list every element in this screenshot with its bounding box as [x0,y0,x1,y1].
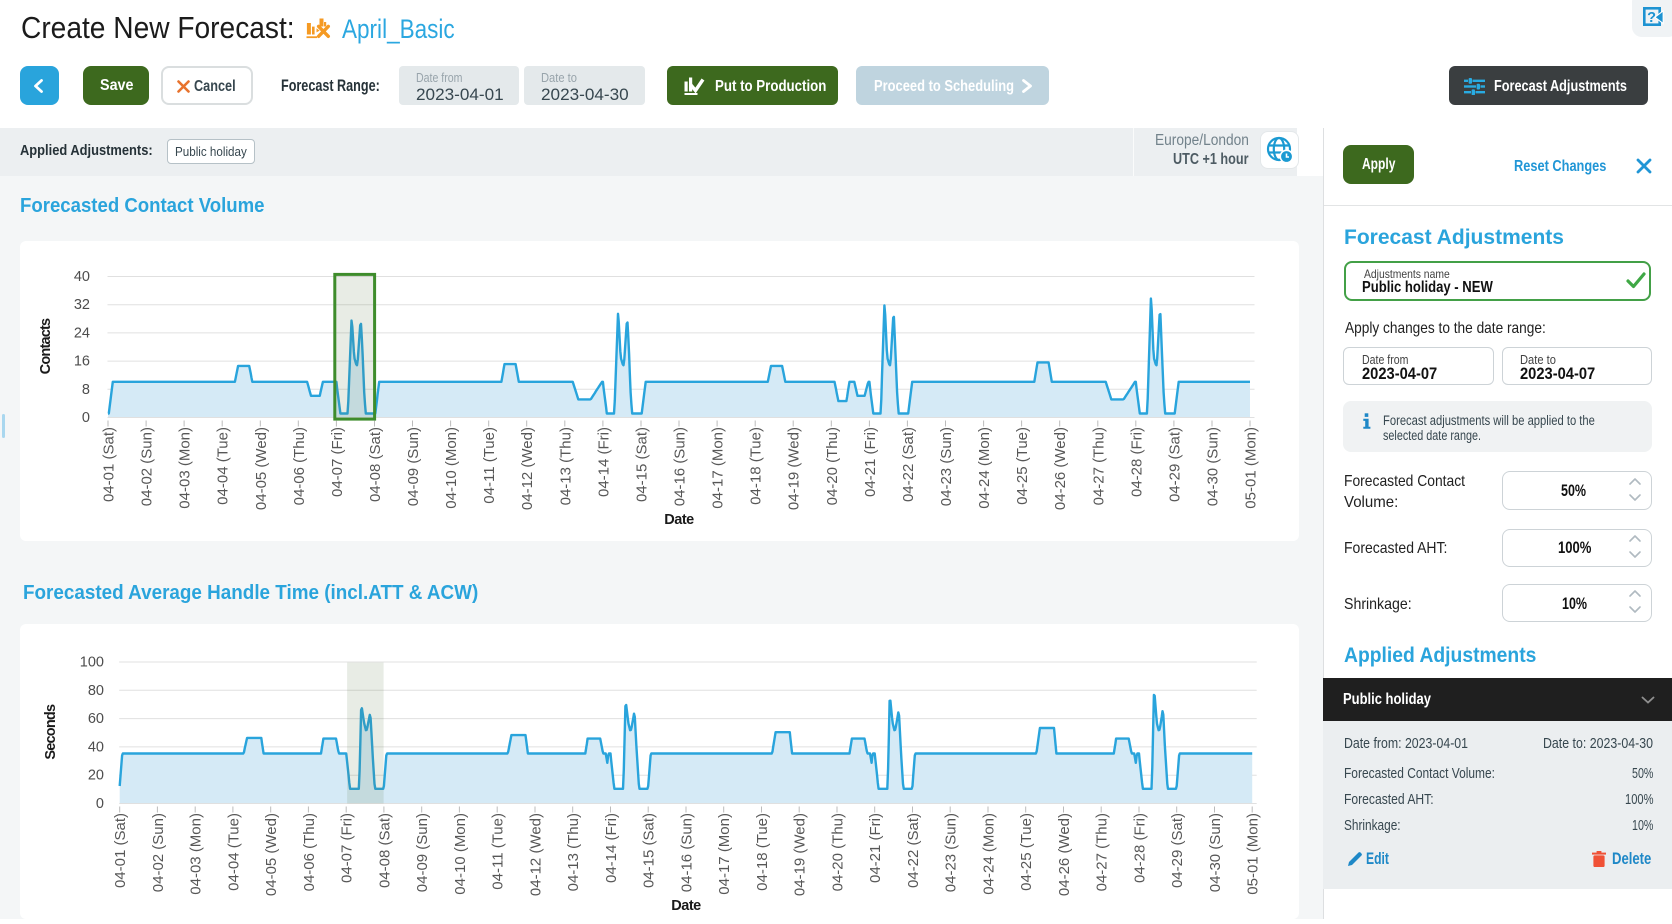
svg-text:05-01 (Mon): 05-01 (Mon) [1245,813,1262,895]
svg-text:80: 80 [88,683,104,699]
svg-text:16: 16 [74,354,90,370]
svg-text:04-28 (Fri): 04-28 (Fri) [1132,813,1149,883]
svg-text:04-23 (Sun): 04-23 (Sun) [938,427,955,506]
svg-text:0: 0 [82,410,90,426]
svg-text:04-27 (Thu): 04-27 (Thu) [1090,427,1107,505]
svg-text:04-02 (Sun): 04-02 (Sun) [150,813,167,892]
svg-text:40: 40 [74,269,90,285]
svg-text:04-16 (Sun): 04-16 (Sun) [672,427,689,506]
svg-text:60: 60 [88,711,104,727]
svg-text:04-23 (Sun): 04-23 (Sun) [943,813,960,892]
svg-text:04-13 (Thu): 04-13 (Thu) [557,427,574,505]
svg-text:04-22 (Sat): 04-22 (Sat) [905,813,922,888]
svg-text:04-15 (Sat): 04-15 (Sat) [634,427,651,502]
svg-text:04-28 (Fri): 04-28 (Fri) [1128,427,1145,497]
svg-text:04-06 (Thu): 04-06 (Thu) [301,813,318,891]
svg-text:04-16 (Sun): 04-16 (Sun) [679,813,696,892]
svg-text:8: 8 [82,382,90,398]
svg-text:04-19 (Wed): 04-19 (Wed) [786,427,803,510]
svg-text:04-30 (Sun): 04-30 (Sun) [1207,813,1224,892]
svg-text:Seconds: Seconds [43,704,59,760]
svg-text:04-17 (Mon): 04-17 (Mon) [716,813,733,895]
svg-text:04-25 (Tue): 04-25 (Tue) [1018,813,1035,891]
svg-text:04-10 (Mon): 04-10 (Mon) [443,427,460,509]
svg-text:04-20 (Thu): 04-20 (Thu) [830,813,847,891]
svg-text:04-10 (Mon): 04-10 (Mon) [452,813,469,895]
svg-text:04-11 (Tue): 04-11 (Tue) [490,813,507,890]
svg-text:04-20 (Thu): 04-20 (Thu) [824,427,841,505]
svg-text:0: 0 [96,796,104,812]
svg-text:04-26 (Wed): 04-26 (Wed) [1052,427,1069,510]
svg-text:04-06 (Thu): 04-06 (Thu) [291,427,308,505]
svg-text:04-14 (Fri): 04-14 (Fri) [603,813,620,883]
svg-text:04-07 (Fri): 04-07 (Fri) [339,813,356,883]
svg-text:32: 32 [74,297,90,313]
svg-text:04-21 (Fri): 04-21 (Fri) [867,813,884,883]
svg-text:04-29 (Sat): 04-29 (Sat) [1166,427,1183,502]
svg-text:05-01 (Mon): 05-01 (Mon) [1243,427,1260,509]
svg-text:04-22 (Sat): 04-22 (Sat) [900,427,917,502]
svg-text:04-26 (Wed): 04-26 (Wed) [1056,813,1073,896]
svg-text:Date: Date [664,512,694,528]
svg-text:40: 40 [88,739,104,755]
svg-text:04-11 (Tue): 04-11 (Tue) [481,427,498,504]
svg-text:Date: Date [671,898,701,914]
svg-text:04-03 (Mon): 04-03 (Mon) [188,813,205,895]
svg-text:04-13 (Thu): 04-13 (Thu) [565,813,582,891]
svg-text:04-08 (Sat): 04-08 (Sat) [367,427,384,502]
svg-text:04-04 (Tue): 04-04 (Tue) [225,813,242,891]
svg-text:04-19 (Wed): 04-19 (Wed) [792,813,809,896]
svg-text:04-27 (Thu): 04-27 (Thu) [1094,813,1111,891]
svg-text:Contacts: Contacts [38,318,54,374]
svg-text:20: 20 [88,768,104,784]
svg-text:04-07 (Fri): 04-07 (Fri) [329,427,346,497]
svg-text:04-24 (Mon): 04-24 (Mon) [981,813,998,895]
svg-text:04-05 (Wed): 04-05 (Wed) [253,427,270,510]
svg-text:04-12 (Wed): 04-12 (Wed) [519,427,536,510]
svg-text:24: 24 [74,325,90,341]
svg-text:04-21 (Fri): 04-21 (Fri) [862,427,879,497]
svg-text:04-04 (Tue): 04-04 (Tue) [215,427,232,505]
svg-text:04-09 (Sun): 04-09 (Sun) [405,427,422,506]
svg-text:04-14 (Fri): 04-14 (Fri) [595,427,612,497]
svg-text:04-05 (Wed): 04-05 (Wed) [263,813,280,896]
svg-text:04-24 (Mon): 04-24 (Mon) [976,427,993,509]
svg-text:04-29 (Sat): 04-29 (Sat) [1169,813,1186,888]
svg-text:04-30 (Sun): 04-30 (Sun) [1205,427,1222,506]
svg-text:100: 100 [80,655,104,671]
svg-text:04-15 (Sat): 04-15 (Sat) [641,813,658,888]
svg-text:04-25 (Tue): 04-25 (Tue) [1014,427,1031,505]
svg-text:04-03 (Mon): 04-03 (Mon) [177,427,194,509]
svg-text:04-08 (Sat): 04-08 (Sat) [376,813,393,888]
svg-text:04-12 (Wed): 04-12 (Wed) [528,813,545,896]
svg-text:04-02 (Sun): 04-02 (Sun) [139,427,156,506]
svg-text:04-01 (Sat): 04-01 (Sat) [112,813,129,888]
svg-text:04-18 (Tue): 04-18 (Tue) [754,813,771,891]
svg-text:?: ? [1647,10,1656,26]
svg-text:04-09 (Sun): 04-09 (Sun) [414,813,431,892]
svg-text:04-17 (Mon): 04-17 (Mon) [710,427,727,509]
svg-text:04-01 (Sat): 04-01 (Sat) [101,427,118,502]
svg-text:04-18 (Tue): 04-18 (Tue) [748,427,765,505]
